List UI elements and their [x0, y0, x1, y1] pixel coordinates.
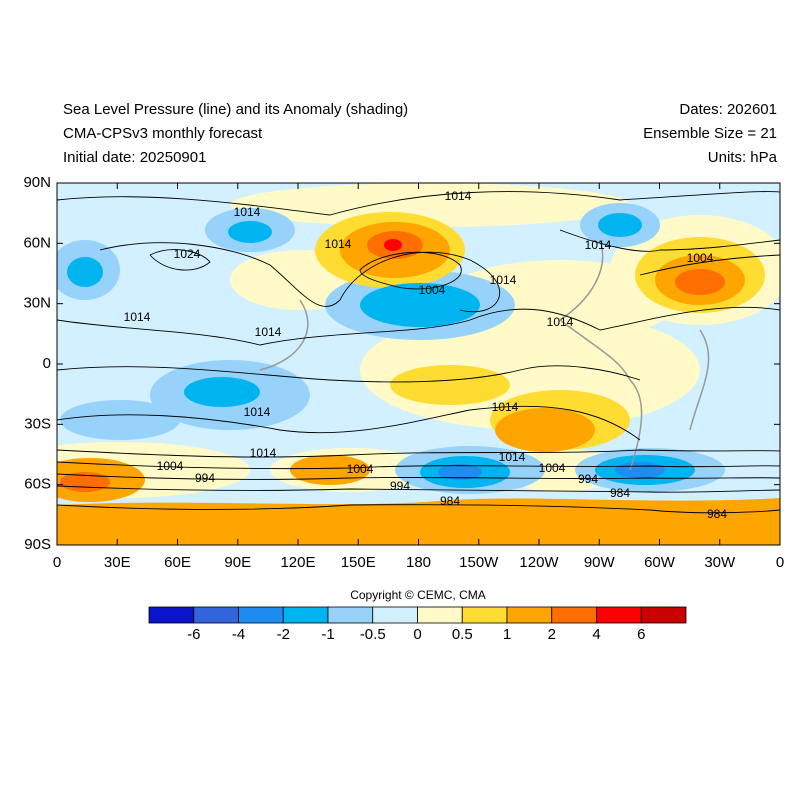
units: Units: hPa — [708, 149, 778, 166]
colorbar-label: -2 — [277, 626, 290, 643]
colorbar-box — [327, 606, 374, 624]
contour-label: 1014 — [255, 325, 282, 339]
contour-label: 1004 — [157, 459, 184, 473]
coastline — [259, 239, 710, 471]
contour-label: 1004 — [687, 251, 714, 265]
anomaly-shading — [57, 183, 780, 545]
colorbar-box — [596, 606, 642, 624]
lon-label: 120W — [519, 554, 559, 571]
colorbar-label: 4 — [592, 626, 600, 643]
contour-label: 1004 — [347, 462, 374, 476]
contour-label: 994 — [390, 479, 410, 493]
colorbar-box — [372, 606, 418, 624]
lon-label: 0 — [53, 554, 61, 571]
colorbar-label: 1 — [503, 626, 511, 643]
colorbar-label: 0 — [413, 626, 421, 643]
lat-label: 90S — [24, 536, 51, 553]
anomaly-blob — [228, 221, 272, 243]
anomaly-blob — [615, 462, 665, 478]
lon-label: 90E — [224, 554, 251, 571]
lon-label: 150W — [459, 554, 499, 571]
anomaly-blob — [598, 213, 642, 237]
ensemble-size: Ensemble Size = 21 — [643, 125, 777, 142]
colorbar-box — [282, 606, 329, 624]
contour-label: 1024 — [174, 247, 201, 261]
contour-label: 994 — [578, 472, 598, 486]
colorbar-label: -1 — [321, 626, 334, 643]
lat-label: 60N — [23, 234, 51, 251]
colorbar-box — [506, 606, 553, 624]
colorbar-label: -4 — [232, 626, 245, 643]
lon-label: 0 — [776, 554, 784, 571]
lon-label: 60E — [164, 554, 191, 571]
lon-label: 150E — [341, 554, 376, 571]
colorbar: -6 -4 -2 -1 -0.5 0 0.5 1 2 4 6 — [148, 606, 687, 643]
initial-date: Initial date: 20250901 — [63, 149, 206, 166]
antarctic-band-edge — [360, 510, 600, 545]
anomaly-blob — [60, 400, 180, 440]
contour-label: 994 — [195, 471, 215, 485]
lon-label: 90W — [584, 554, 616, 571]
colorbar-box — [148, 606, 195, 624]
lon-label: 60W — [644, 554, 676, 571]
colorbar-box — [461, 606, 508, 624]
anomaly-blob — [360, 283, 480, 327]
contour-label: 1014 — [234, 205, 261, 219]
colorbar-box — [238, 606, 284, 624]
anomaly-blob — [438, 464, 482, 480]
contour-label: 1004 — [419, 283, 446, 297]
anomaly-blob — [184, 377, 260, 407]
anomaly-blob — [384, 239, 402, 251]
anomaly-blob — [390, 365, 510, 405]
anomaly-blob — [675, 269, 725, 295]
lat-label: 0 — [43, 355, 51, 372]
lat-label: 60S — [24, 476, 51, 493]
colorbar-box — [640, 606, 687, 624]
dates: Dates: 202601 — [679, 101, 777, 118]
pressure-contours — [57, 191, 780, 514]
contour-label: 1014 — [250, 446, 277, 460]
contour-label: 1014 — [585, 238, 612, 252]
contour-label: 984 — [610, 486, 630, 500]
contour-label: 1014 — [124, 310, 151, 324]
colorbar-label: 6 — [637, 626, 645, 643]
colorbar-label: 2 — [548, 626, 556, 643]
copyright: Copyright © CEMC, CMA — [350, 588, 486, 602]
contour-label: 1014 — [499, 450, 526, 464]
contour-label: 1014 — [490, 273, 517, 287]
contour-label: 1014 — [244, 405, 271, 419]
lon-label: 30W — [704, 554, 736, 571]
lat-label: 30N — [23, 295, 51, 312]
lon-label: 120E — [280, 554, 315, 571]
subtitle: CMA-CPSv3 monthly forecast — [63, 125, 263, 142]
contour-label: 1014 — [547, 315, 574, 329]
contour-label: 1014 — [492, 400, 519, 414]
title: Sea Level Pressure (line) and its Anomal… — [63, 101, 408, 118]
colorbar-box — [417, 606, 463, 624]
colorbar-label: -6 — [187, 626, 200, 643]
contour-label: 1004 — [539, 461, 566, 475]
lon-label: 180 — [406, 554, 431, 571]
contour-label: 1014 — [445, 189, 472, 203]
lat-label: 90N — [23, 174, 51, 191]
contour-label: 1014 — [325, 237, 352, 251]
lon-label: 30E — [104, 554, 131, 571]
anomaly-blob — [67, 257, 103, 287]
contour-label: 984 — [440, 494, 460, 508]
colorbar-label: -0.5 — [360, 626, 386, 643]
anomaly-blob — [495, 408, 595, 452]
anomaly-blob — [230, 183, 630, 227]
colorbar-label: 0.5 — [452, 626, 473, 643]
anomaly-blob — [290, 455, 370, 485]
contour-label: 984 — [707, 507, 727, 521]
lat-label: 30S — [24, 415, 51, 432]
colorbar-box — [551, 606, 597, 624]
colorbar-box — [193, 606, 239, 624]
